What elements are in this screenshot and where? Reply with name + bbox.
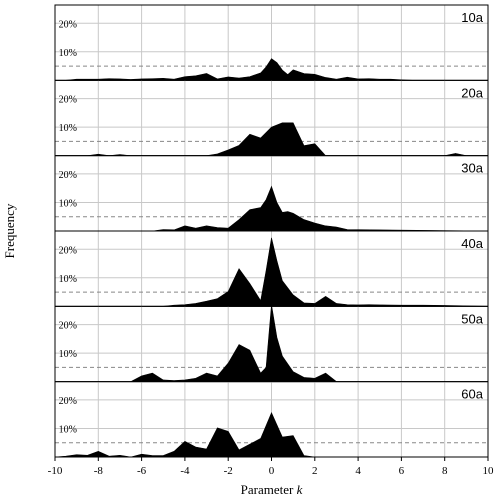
y-tick-label: 10% (59, 198, 77, 209)
x-tick-label: -6 (137, 465, 147, 477)
series-area-50a (55, 304, 488, 382)
panel-label-50a: 50a (461, 311, 483, 326)
x-tick-label: -10 (48, 465, 63, 477)
x-tick-label: 4 (355, 465, 361, 477)
panel-label-10a: 10a (461, 10, 483, 25)
y-tick-label: 10% (59, 349, 77, 360)
x-tick-label: 2 (312, 465, 318, 477)
x-tick-label: -8 (94, 465, 104, 477)
y-tick-label: 10% (59, 424, 77, 435)
x-tick-label: 6 (399, 465, 405, 477)
y-tick-label: 10% (59, 123, 77, 134)
y-tick-label: 20% (59, 95, 77, 106)
y-tick-label: 20% (59, 396, 77, 407)
series-area-60a (54, 412, 488, 458)
y-tick-label: 20% (59, 245, 77, 256)
series-area-40a (55, 237, 489, 307)
x-tick-label: 0 (269, 465, 275, 477)
y-axis-title: Frequency (2, 203, 17, 258)
panel-label-20a: 20a (461, 85, 483, 100)
series-area-30a (55, 185, 489, 232)
x-tick-label: 10 (483, 465, 495, 477)
panel-label-30a: 30a (461, 161, 483, 176)
x-tick-label: -4 (180, 465, 190, 477)
y-tick-label: 10% (59, 274, 77, 285)
y-tick-label: 20% (59, 321, 77, 332)
series-area-10a (55, 58, 488, 81)
y-tick-label: 10% (59, 48, 77, 59)
panel-label-60a: 60a (461, 387, 483, 402)
y-tick-label: 20% (59, 19, 77, 30)
x-axis-title: Parameter k (241, 482, 303, 497)
panel-label-40a: 40a (461, 236, 483, 251)
y-tick-label: 20% (59, 170, 77, 181)
series-area-20a (55, 122, 488, 156)
x-tick-label: -2 (224, 465, 233, 477)
x-tick-label: 8 (442, 465, 448, 477)
